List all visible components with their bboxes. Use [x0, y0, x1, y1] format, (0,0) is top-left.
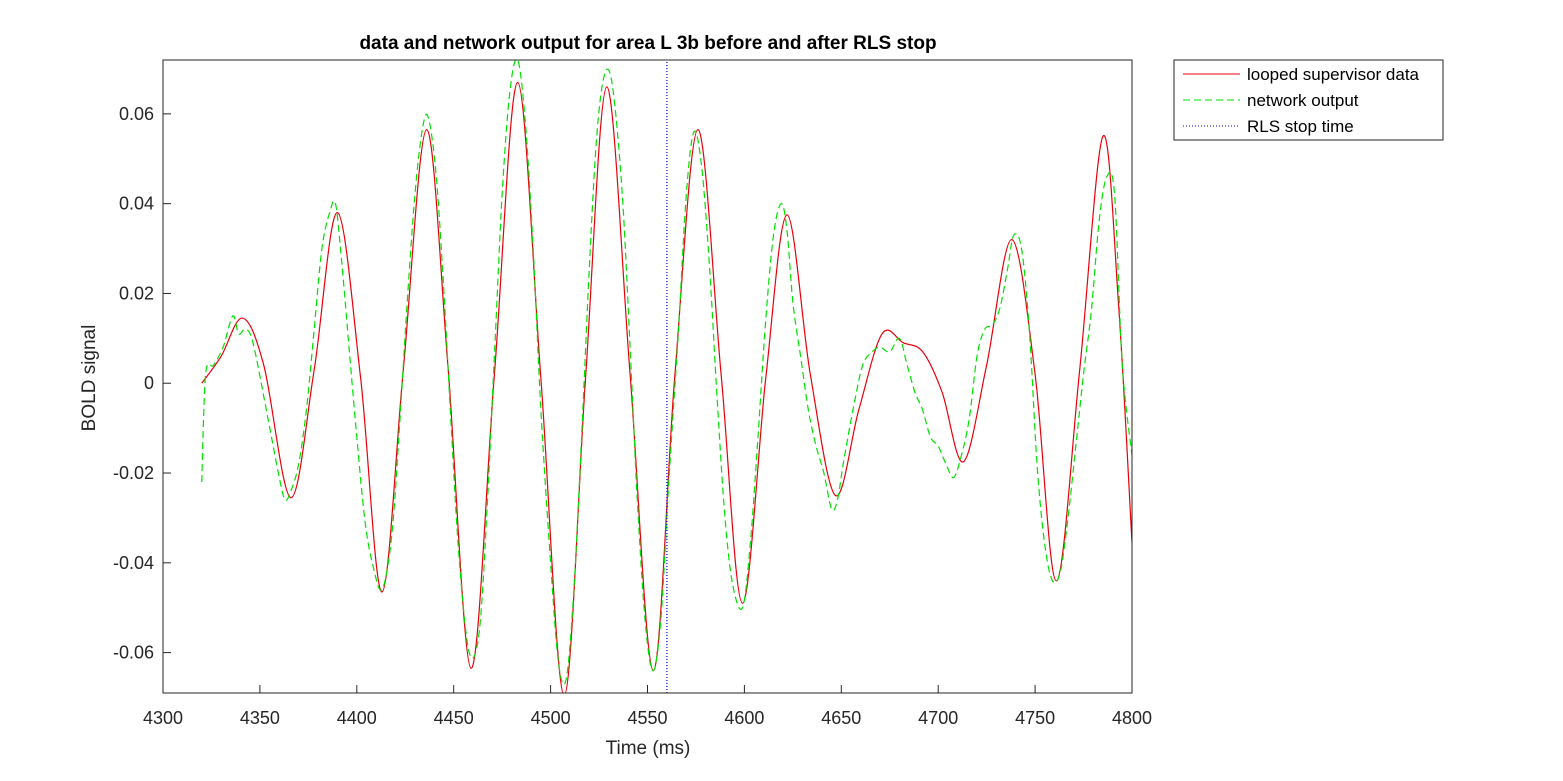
x-tick-label: 4350	[240, 708, 280, 728]
x-tick-label: 4750	[1015, 708, 1055, 728]
chart-title: data and network output for area L 3b be…	[359, 33, 936, 54]
x-axis-label: Time (ms)	[606, 738, 691, 759]
axes-box	[162, 59, 1133, 694]
y-tick-label: 0.02	[119, 283, 154, 303]
x-tick-label: 4300	[143, 708, 183, 728]
x-tick-label: 4650	[821, 708, 861, 728]
x-axis-ticks: 4300 4350 4400 4450 4500 4550 4600 4650 4700 4750…	[143, 685, 1152, 728]
legend: looped supervisor data network output RL…	[1173, 59, 1444, 141]
legend-label-supervisor: looped supervisor data	[1247, 65, 1420, 84]
y-axis-label: BOLD signal	[79, 325, 100, 432]
y-tick-label: -0.02	[113, 463, 154, 483]
x-tick-label: 4600	[724, 708, 764, 728]
legend-label-network: network output	[1247, 91, 1359, 110]
series-layer	[201, 60, 1132, 693]
x-tick-label: 4500	[531, 708, 571, 728]
legend-label-rls-stop: RLS stop time	[1247, 117, 1354, 136]
y-tick-label: 0	[144, 373, 154, 393]
x-tick-label: 4700	[918, 708, 958, 728]
y-tick-label: -0.04	[113, 553, 154, 573]
x-tick-label: 4450	[434, 708, 474, 728]
y-axis-ticks: -0.06 -0.04 -0.02 0 0.02 0.04 0.06	[113, 104, 171, 663]
y-tick-label: 0.06	[119, 104, 154, 124]
y-tick-label: 0.04	[119, 194, 154, 214]
y-tick-label: -0.06	[113, 643, 154, 663]
x-tick-label: 4550	[627, 708, 667, 728]
series-looped-supervisor-line	[201, 81, 1132, 693]
x-tick-label: 4400	[337, 708, 377, 728]
x-tick-label: 4800	[1112, 708, 1152, 728]
